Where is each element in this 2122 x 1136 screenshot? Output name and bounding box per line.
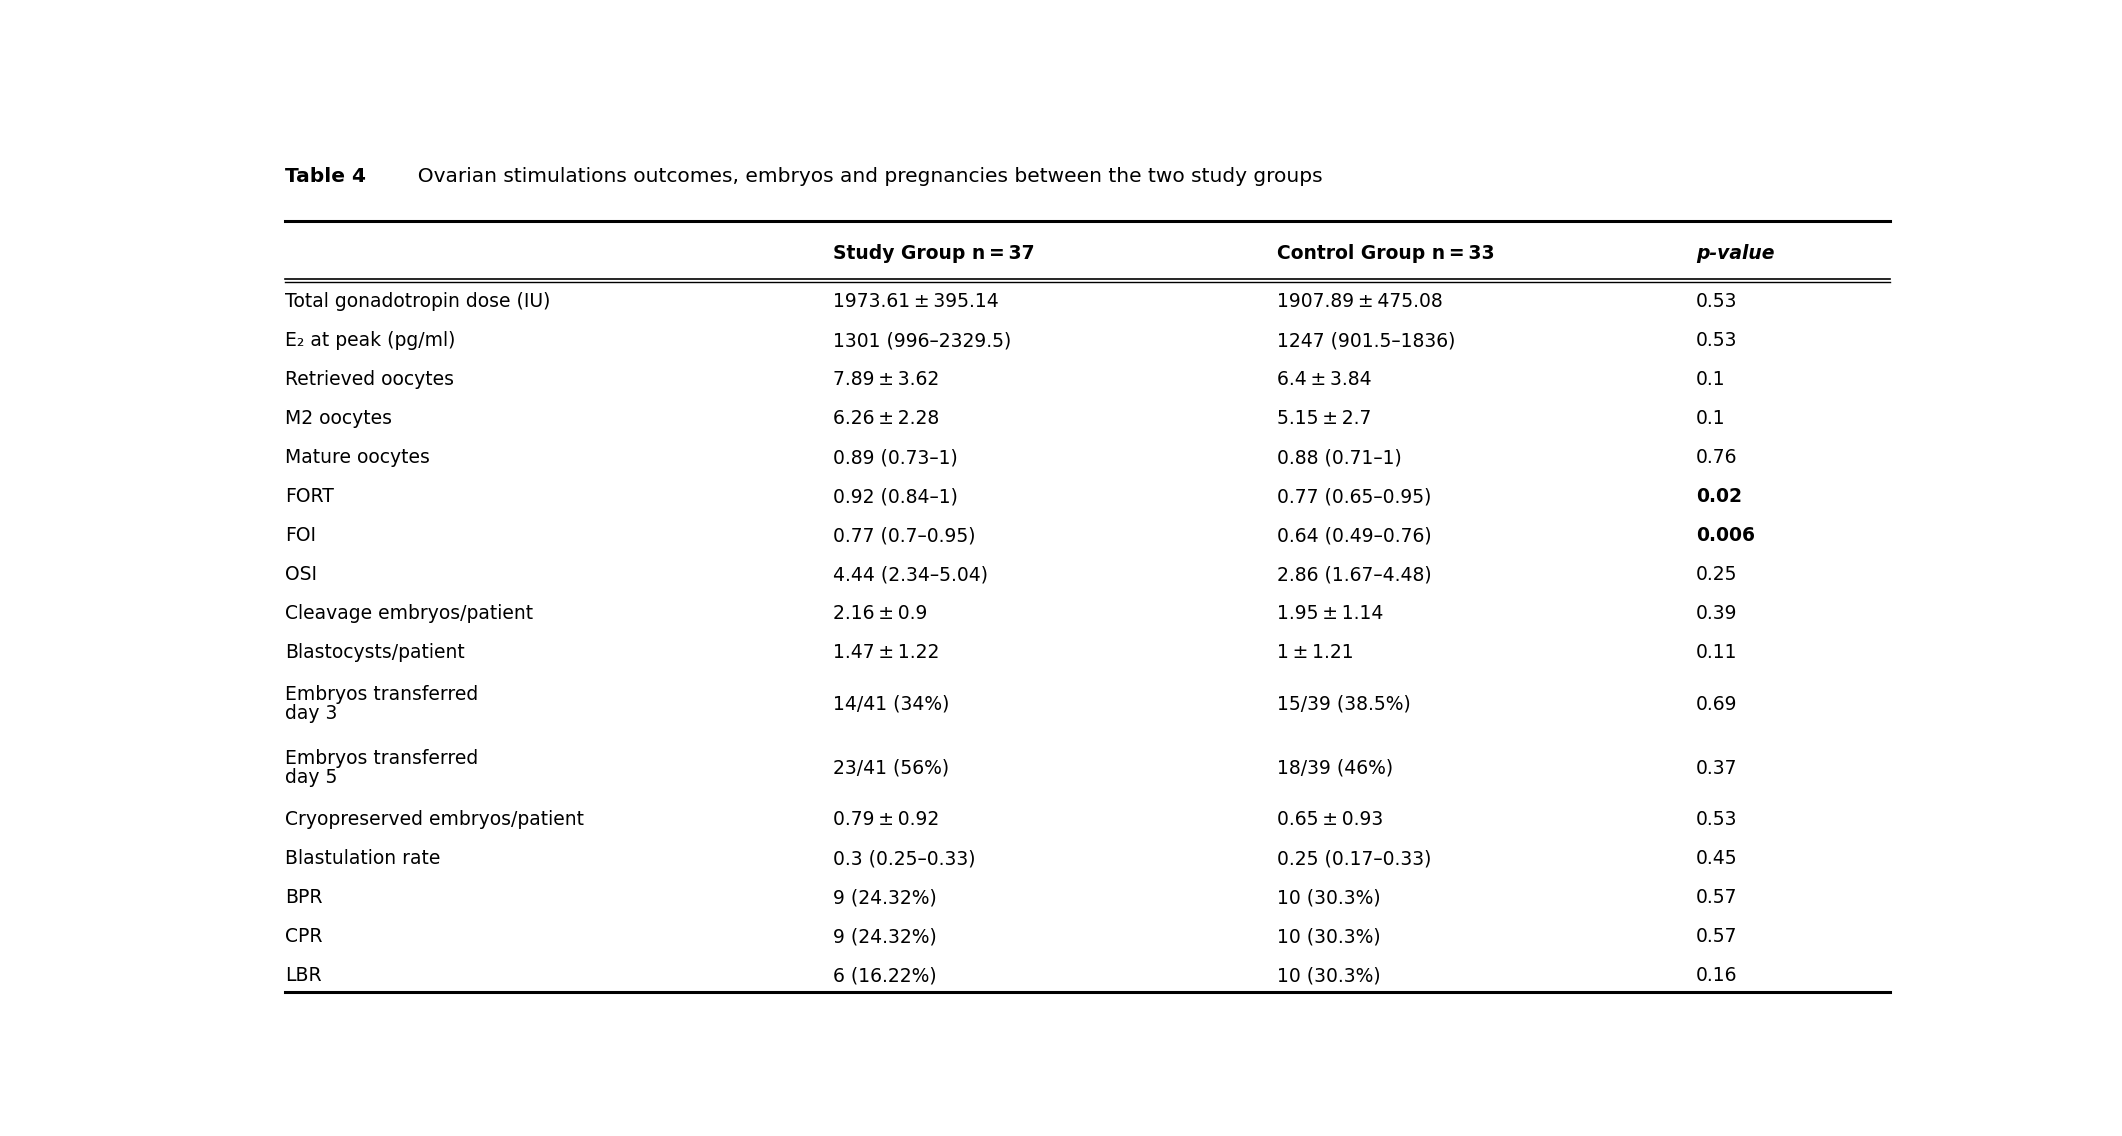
Text: 0.53: 0.53 bbox=[1695, 332, 1738, 350]
Text: Blastocysts/patient: Blastocysts/patient bbox=[284, 643, 465, 662]
Text: 23/41 (56%): 23/41 (56%) bbox=[832, 759, 949, 778]
Text: 10 (30.3%): 10 (30.3%) bbox=[1277, 927, 1379, 946]
Text: 18/39 (46%): 18/39 (46%) bbox=[1277, 759, 1392, 778]
Text: 1907.89 ± 475.08: 1907.89 ± 475.08 bbox=[1277, 292, 1443, 311]
Text: 0.64 (0.49–0.76): 0.64 (0.49–0.76) bbox=[1277, 526, 1430, 545]
Text: 0.53: 0.53 bbox=[1695, 292, 1738, 311]
Text: Table 4: Table 4 bbox=[284, 167, 365, 186]
Text: 0.77 (0.65–0.95): 0.77 (0.65–0.95) bbox=[1277, 487, 1430, 507]
Text: FOI: FOI bbox=[284, 526, 316, 545]
Text: 0.16: 0.16 bbox=[1695, 967, 1738, 985]
Text: 0.45: 0.45 bbox=[1695, 850, 1738, 868]
Text: 1247 (901.5–1836): 1247 (901.5–1836) bbox=[1277, 332, 1456, 350]
Text: LBR: LBR bbox=[284, 967, 323, 985]
Text: 0.1: 0.1 bbox=[1695, 409, 1725, 428]
Text: 10 (30.3%): 10 (30.3%) bbox=[1277, 888, 1379, 908]
Text: 0.57: 0.57 bbox=[1695, 888, 1738, 908]
Text: 4.44 (2.34–5.04): 4.44 (2.34–5.04) bbox=[832, 565, 987, 584]
Text: 0.006: 0.006 bbox=[1695, 526, 1755, 545]
Text: 1.47 ± 1.22: 1.47 ± 1.22 bbox=[832, 643, 940, 662]
Text: 0.37: 0.37 bbox=[1695, 759, 1738, 778]
Text: OSI: OSI bbox=[284, 565, 316, 584]
Text: 5.15 ± 2.7: 5.15 ± 2.7 bbox=[1277, 409, 1371, 428]
Text: 9 (24.32%): 9 (24.32%) bbox=[832, 888, 936, 908]
Text: p-value: p-value bbox=[1695, 244, 1774, 264]
Text: 0.88 (0.71–1): 0.88 (0.71–1) bbox=[1277, 448, 1401, 467]
Text: 2.16 ± 0.9: 2.16 ± 0.9 bbox=[832, 604, 927, 623]
Text: Mature oocytes: Mature oocytes bbox=[284, 448, 431, 467]
Text: 6.26 ± 2.28: 6.26 ± 2.28 bbox=[832, 409, 938, 428]
Text: FORT: FORT bbox=[284, 487, 333, 507]
Text: 0.02: 0.02 bbox=[1695, 487, 1742, 507]
Text: 0.57: 0.57 bbox=[1695, 927, 1738, 946]
Text: 2.86 (1.67–4.48): 2.86 (1.67–4.48) bbox=[1277, 565, 1430, 584]
Text: 0.79 ± 0.92: 0.79 ± 0.92 bbox=[832, 810, 938, 829]
Text: 0.53: 0.53 bbox=[1695, 810, 1738, 829]
Text: Retrieved oocytes: Retrieved oocytes bbox=[284, 370, 454, 390]
Text: BPR: BPR bbox=[284, 888, 323, 908]
Text: 0.1: 0.1 bbox=[1695, 370, 1725, 390]
Text: 9 (24.32%): 9 (24.32%) bbox=[832, 927, 936, 946]
Text: day 3: day 3 bbox=[284, 704, 337, 724]
Text: CPR: CPR bbox=[284, 927, 323, 946]
Text: 0.65 ± 0.93: 0.65 ± 0.93 bbox=[1277, 810, 1384, 829]
Text: Total gonadotropin dose (IU): Total gonadotropin dose (IU) bbox=[284, 292, 550, 311]
Text: Cryopreserved embryos/patient: Cryopreserved embryos/patient bbox=[284, 810, 584, 829]
Text: 0.39: 0.39 bbox=[1695, 604, 1738, 623]
Text: E₂ at peak (pg/ml): E₂ at peak (pg/ml) bbox=[284, 332, 456, 350]
Text: 1301 (996–2329.5): 1301 (996–2329.5) bbox=[832, 332, 1010, 350]
Text: 0.89 (0.73–1): 0.89 (0.73–1) bbox=[832, 448, 957, 467]
Text: 7.89 ± 3.62: 7.89 ± 3.62 bbox=[832, 370, 938, 390]
Text: 0.11: 0.11 bbox=[1695, 643, 1738, 662]
Text: Control Group n = 33: Control Group n = 33 bbox=[1277, 244, 1494, 264]
Text: Embryos transferred: Embryos transferred bbox=[284, 685, 477, 704]
Text: 0.92 (0.84–1): 0.92 (0.84–1) bbox=[832, 487, 957, 507]
Text: Cleavage embryos/patient: Cleavage embryos/patient bbox=[284, 604, 533, 623]
Text: 0.69: 0.69 bbox=[1695, 694, 1738, 713]
Text: 0.77 (0.7–0.95): 0.77 (0.7–0.95) bbox=[832, 526, 976, 545]
Text: Blastulation rate: Blastulation rate bbox=[284, 850, 441, 868]
Text: 0.25 (0.17–0.33): 0.25 (0.17–0.33) bbox=[1277, 850, 1430, 868]
Text: 15/39 (38.5%): 15/39 (38.5%) bbox=[1277, 694, 1411, 713]
Text: 1.95 ± 1.14: 1.95 ± 1.14 bbox=[1277, 604, 1384, 623]
Text: day 5: day 5 bbox=[284, 768, 337, 787]
Text: Study Group n = 37: Study Group n = 37 bbox=[832, 244, 1033, 264]
Text: Embryos transferred: Embryos transferred bbox=[284, 750, 477, 768]
Text: 14/41 (34%): 14/41 (34%) bbox=[832, 694, 949, 713]
Text: 6 (16.22%): 6 (16.22%) bbox=[832, 967, 936, 985]
Text: 0.25: 0.25 bbox=[1695, 565, 1738, 584]
Text: Ovarian stimulations outcomes, embryos and pregnancies between the two study gro: Ovarian stimulations outcomes, embryos a… bbox=[405, 167, 1322, 186]
Text: 1 ± 1.21: 1 ± 1.21 bbox=[1277, 643, 1354, 662]
Text: 0.76: 0.76 bbox=[1695, 448, 1738, 467]
Text: 0.3 (0.25–0.33): 0.3 (0.25–0.33) bbox=[832, 850, 976, 868]
Text: 1973.61 ± 395.14: 1973.61 ± 395.14 bbox=[832, 292, 997, 311]
Text: M2 oocytes: M2 oocytes bbox=[284, 409, 393, 428]
Text: 10 (30.3%): 10 (30.3%) bbox=[1277, 967, 1379, 985]
Text: 6.4 ± 3.84: 6.4 ± 3.84 bbox=[1277, 370, 1371, 390]
